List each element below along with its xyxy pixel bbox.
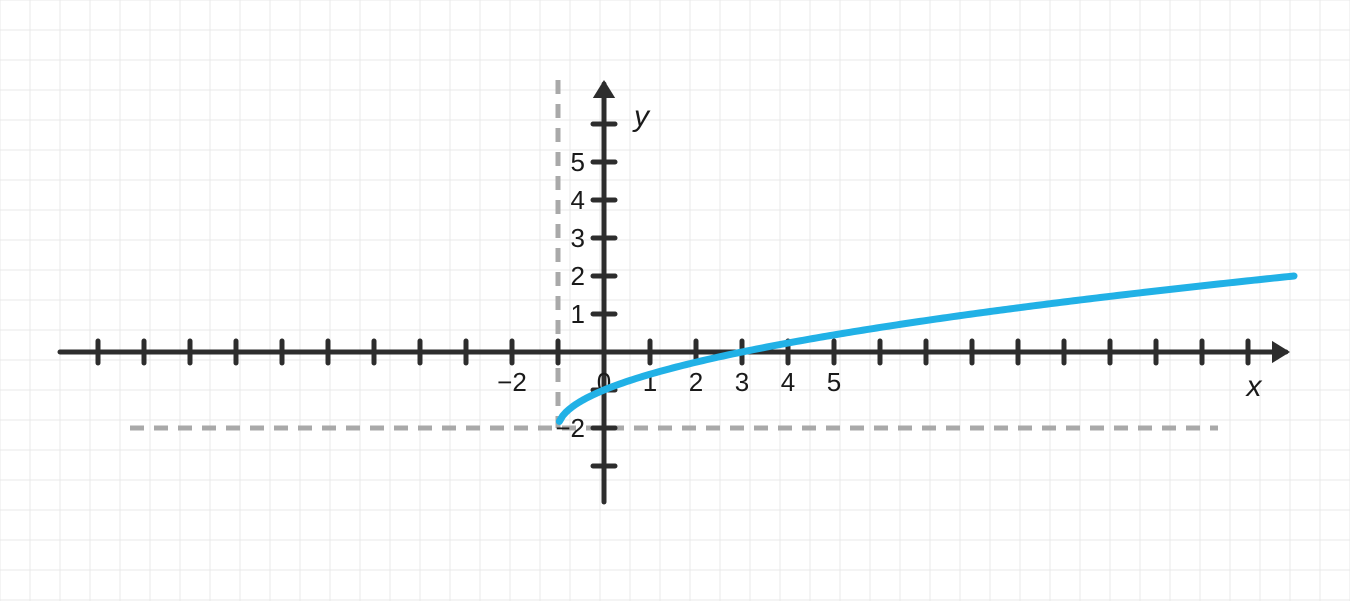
- y-tick-label: 1: [571, 299, 585, 329]
- y-tick-label: 3: [571, 223, 585, 253]
- x-tick-label: 5: [827, 367, 841, 397]
- y-axis-label: y: [632, 100, 651, 133]
- y-tick-label: 4: [571, 185, 585, 215]
- y-tick-label: 2: [571, 261, 585, 291]
- x-tick-label: 4: [781, 367, 795, 397]
- x-tick-label: 3: [735, 367, 749, 397]
- y-tick-label: 5: [571, 147, 585, 177]
- x-tick-label: −2: [497, 367, 527, 397]
- x-axis-label: x: [1245, 370, 1263, 403]
- x-tick-label: 2: [689, 367, 703, 397]
- xy-chart: 012345−212345−2 x y: [0, 0, 1350, 601]
